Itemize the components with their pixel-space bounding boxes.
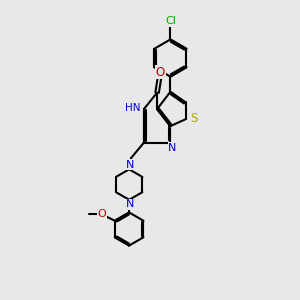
Text: S: S — [190, 112, 197, 125]
Text: N: N — [125, 200, 134, 209]
Text: HN: HN — [125, 103, 141, 113]
Text: N: N — [125, 160, 134, 170]
Text: Cl: Cl — [165, 16, 176, 26]
Text: O: O — [98, 209, 106, 219]
Text: N: N — [168, 143, 176, 153]
Text: O: O — [156, 66, 165, 79]
